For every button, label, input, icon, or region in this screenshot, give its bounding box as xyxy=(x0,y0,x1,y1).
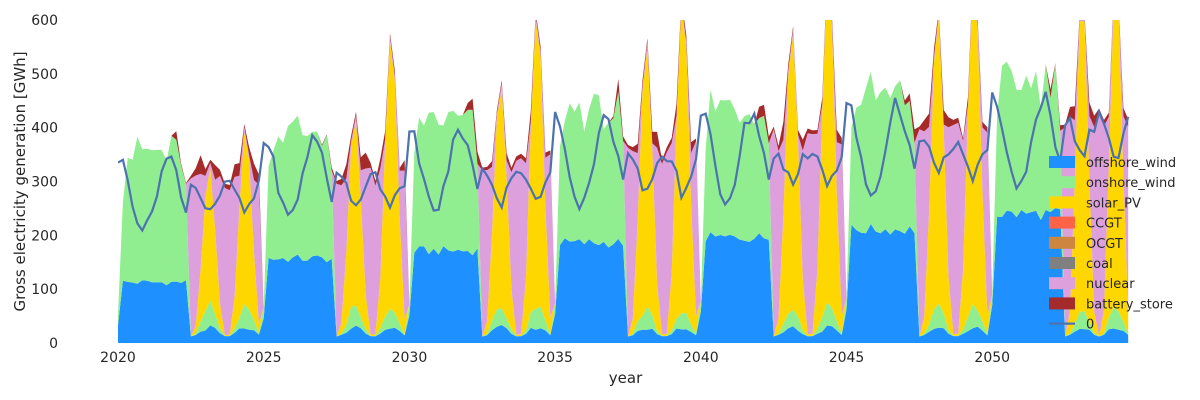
legend-swatch-nuclear xyxy=(1049,277,1075,290)
line-0 xyxy=(118,91,1130,233)
legend-label: battery_store xyxy=(1086,297,1173,312)
y-tick-label: 300 xyxy=(31,175,58,191)
legend-swatch-offshore-wind xyxy=(1049,156,1075,168)
legend-label: offshore_wind xyxy=(1086,156,1176,171)
x-axis-ticks: 2020 2025 2030 2035 2040 2045 2050 xyxy=(100,350,1010,366)
area-onshore-wind xyxy=(118,61,1129,337)
legend-swatch-battery-store xyxy=(1049,297,1075,310)
x-tick-label: 2045 xyxy=(829,350,865,366)
y-tick-label: 200 xyxy=(31,228,58,244)
x-tick-label: 2020 xyxy=(100,350,136,366)
y-tick-label: 100 xyxy=(31,282,58,298)
stacked-areas xyxy=(118,20,1129,343)
y-tick-label: 0 xyxy=(49,336,58,352)
legend-label: 0 xyxy=(1086,318,1094,333)
legend-swatch-ccgt xyxy=(1049,216,1075,229)
legend-swatch-coal xyxy=(1049,257,1075,269)
legend-swatch-solar-pv xyxy=(1049,196,1075,209)
x-tick-label: 2025 xyxy=(246,350,282,366)
x-tick-label: 2030 xyxy=(392,350,428,366)
x-tick-label: 2040 xyxy=(683,350,719,366)
y-axis-label: Gross electricity generation [GWh] xyxy=(11,51,29,311)
legend-label: onshore_wind xyxy=(1086,176,1175,191)
legend-label: nuclear xyxy=(1086,277,1135,292)
y-tick-label: 400 xyxy=(31,121,58,137)
legend-swatch-ocgt xyxy=(1049,236,1075,249)
y-axis-ticks: 0 100 200 300 400 500 600 xyxy=(31,13,58,352)
legend-label: solar_PV xyxy=(1086,196,1141,211)
area-nuclear xyxy=(118,20,1129,337)
x-tick-label: 2035 xyxy=(537,350,573,366)
legend-label: coal xyxy=(1086,257,1113,272)
y-tick-label: 600 xyxy=(31,13,58,29)
y-tick-label: 500 xyxy=(31,67,58,83)
legend-label: CCGT xyxy=(1086,217,1122,232)
x-tick-label: 2050 xyxy=(974,350,1010,366)
legend-label: OCGT xyxy=(1086,237,1123,252)
line-series xyxy=(118,91,1130,233)
legend-swatch-onshore-wind xyxy=(1049,176,1075,189)
x-axis-label: year xyxy=(609,369,643,387)
area-solar-pv xyxy=(118,20,1129,337)
area-offshore-wind xyxy=(118,208,1129,343)
legend: offshore_wind onshore_wind solar_PV CCGT OCG… xyxy=(1049,156,1176,333)
